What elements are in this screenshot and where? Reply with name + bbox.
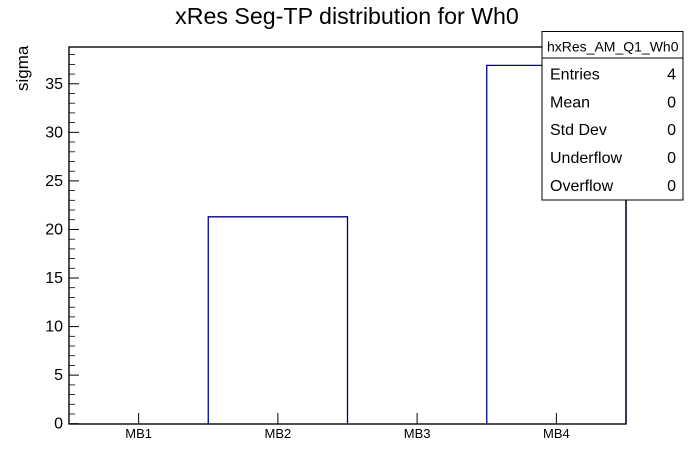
svg-text:Entries: Entries [550, 67, 600, 84]
svg-text:10: 10 [45, 319, 63, 336]
svg-text:35: 35 [45, 76, 63, 93]
svg-text:Std Dev: Std Dev [550, 122, 607, 139]
svg-text:25: 25 [45, 173, 63, 190]
svg-text:15: 15 [45, 270, 63, 287]
svg-text:Overflow: Overflow [550, 178, 614, 195]
svg-text:0: 0 [667, 122, 676, 139]
svg-text:hxRes_AM_Q1_Wh0: hxRes_AM_Q1_Wh0 [547, 39, 679, 55]
svg-text:0: 0 [667, 178, 676, 195]
svg-text:MB1: MB1 [125, 426, 152, 441]
svg-text:Underflow: Underflow [550, 150, 622, 167]
svg-text:0: 0 [667, 150, 676, 167]
svg-text:4: 4 [667, 67, 676, 84]
svg-text:xRes Seg-TP distribution for W: xRes Seg-TP distribution for Wh0 [175, 3, 519, 29]
svg-text:0: 0 [54, 416, 63, 433]
svg-text:MB4: MB4 [543, 426, 570, 441]
svg-text:0: 0 [667, 94, 676, 111]
svg-text:5: 5 [54, 367, 63, 384]
svg-text:sigma: sigma [13, 45, 32, 91]
svg-text:30: 30 [45, 124, 63, 141]
svg-text:Mean: Mean [550, 94, 590, 111]
svg-text:20: 20 [45, 222, 63, 239]
svg-text:MB2: MB2 [265, 426, 292, 441]
svg-text:MB3: MB3 [404, 426, 431, 441]
